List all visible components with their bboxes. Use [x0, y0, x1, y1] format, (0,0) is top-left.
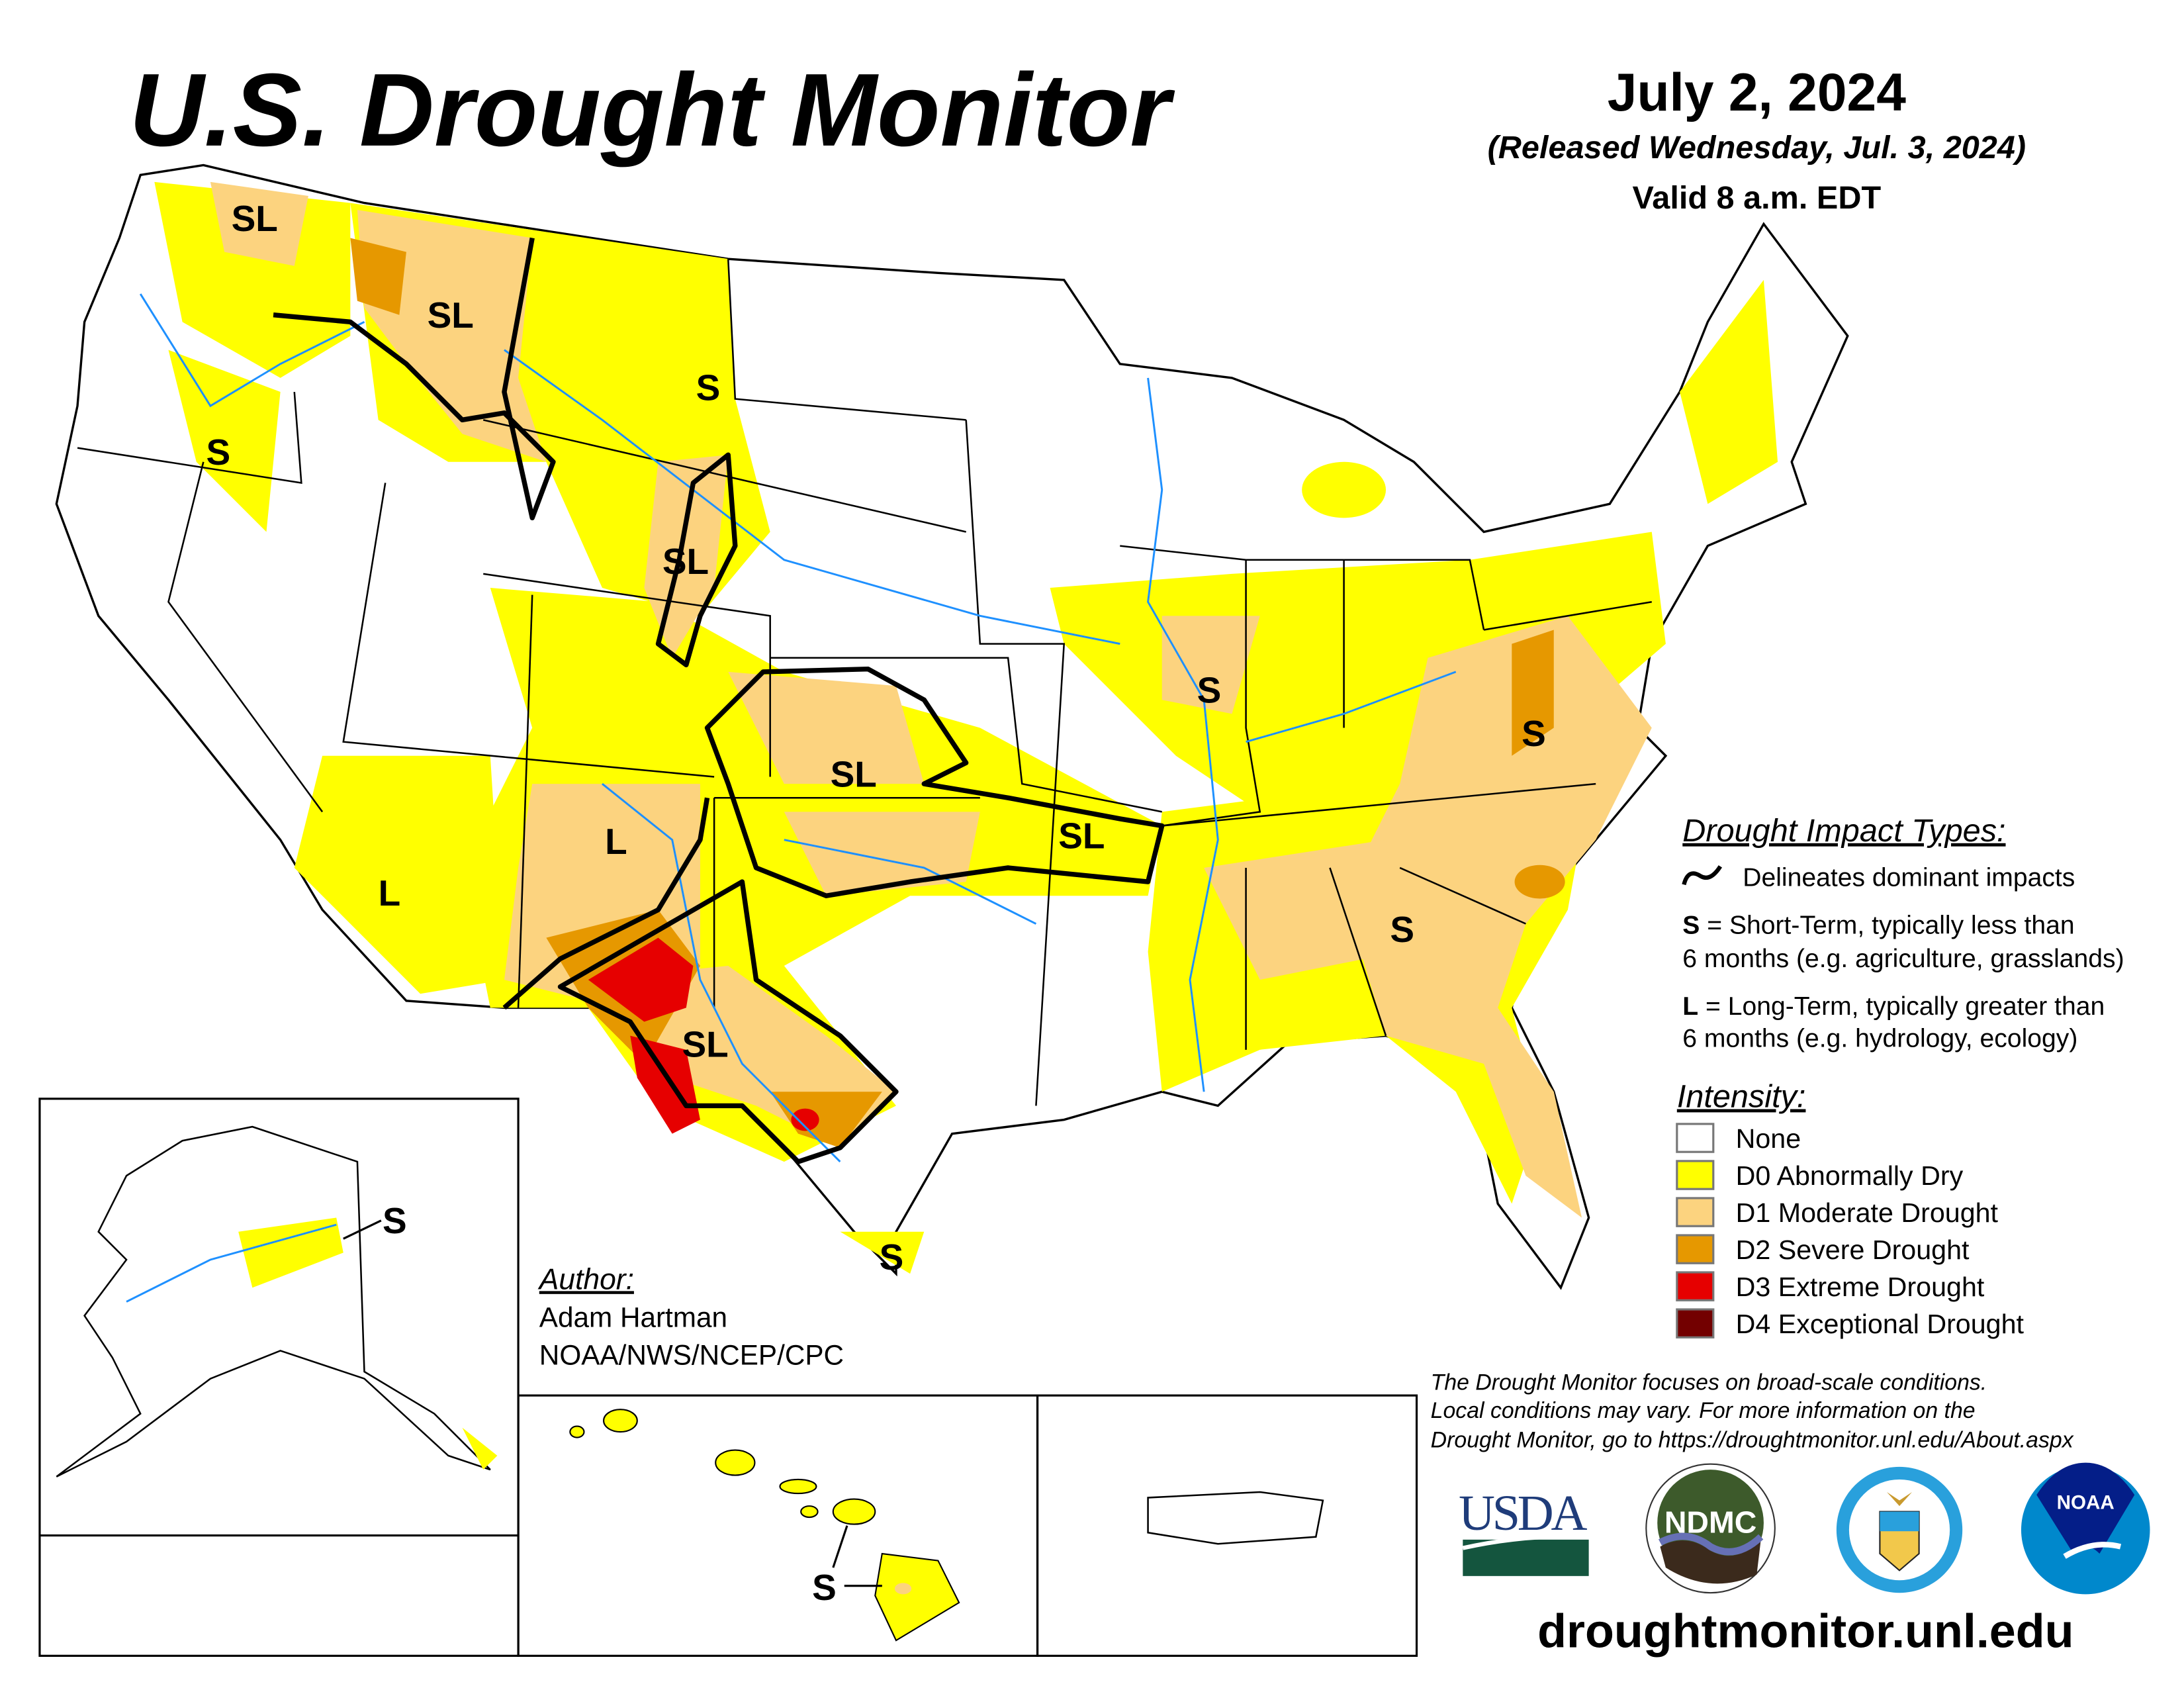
- legend-swatch: [1676, 1234, 1715, 1264]
- impact-boundaries: [273, 237, 1165, 1164]
- impact-label: S: [696, 367, 721, 408]
- noaa-logo: NOAA: [2021, 1462, 2150, 1595]
- impact-label: S: [1522, 713, 1546, 754]
- impact-label: L: [605, 821, 627, 862]
- impact-label: S: [383, 1200, 407, 1241]
- ndmc-lettering: NDMC: [1664, 1505, 1756, 1539]
- website-url[interactable]: droughtmonitor.unl.edu: [1537, 1605, 2073, 1658]
- impact-label: SL: [428, 295, 474, 336]
- commerce-seal: [1836, 1466, 1963, 1593]
- short-term-key: S: [1682, 911, 1700, 939]
- legend-item: D2 Severe Drought: [1676, 1234, 1970, 1265]
- legend-swatch: [1676, 1160, 1715, 1190]
- map-date: July 2, 2024: [1608, 63, 1906, 122]
- impact-label: S: [812, 1567, 837, 1608]
- short-term-line2: 6 months (e.g. agriculture, grasslands): [1682, 945, 2124, 973]
- page-title: U.S. Drought Monitor: [129, 52, 1175, 168]
- conus-map: SL SL S S SL S S SL SL L L SL S S: [55, 164, 1849, 1290]
- impact-label: S: [1197, 669, 1222, 710]
- long-term-line1: L = Long-Term, typically greater than: [1682, 992, 2105, 1021]
- legend-item: D4 Exceptional Drought: [1676, 1308, 2025, 1339]
- legend-swatch: [1676, 1271, 1715, 1301]
- impact-types-heading: Drought Impact Types:: [1682, 813, 2005, 849]
- legend-label: D3 Extreme Drought: [1736, 1272, 1985, 1302]
- short-term-desc: = Short-Term, typically less than: [1700, 911, 2074, 939]
- impact-label: SL: [1058, 815, 1105, 856]
- legend-item: D1 Moderate Drought: [1676, 1197, 1999, 1228]
- impact-label: L: [379, 872, 401, 914]
- d3-areas: [588, 937, 819, 1134]
- intensity-heading: Intensity:: [1677, 1079, 1806, 1115]
- author-org: NOAA/NWS/NCEP/CPC: [539, 1340, 844, 1371]
- note-line: Drought Monitor, go to https://droughtmo…: [1431, 1427, 2074, 1452]
- note-line: The Drought Monitor focuses on broad-sca…: [1431, 1370, 1987, 1395]
- impact-label: SL: [831, 753, 877, 794]
- author-block: Author: Adam Hartman NOAA/NWS/NCEP/CPC: [537, 1263, 844, 1370]
- legend-label: D4 Exceptional Drought: [1736, 1309, 2025, 1339]
- impact-label: S: [880, 1237, 904, 1278]
- long-term-line2: 6 months (e.g. hydrology, ecology): [1682, 1025, 2077, 1053]
- legend-swatch: [1676, 1197, 1715, 1227]
- puerto-rico-inset: [1036, 1394, 1418, 1657]
- legend-item: D3 Extreme Drought: [1676, 1271, 1985, 1302]
- legend-swatch: [1676, 1123, 1715, 1153]
- legend-item: D0 Abnormally Dry: [1676, 1160, 1964, 1191]
- legend-label: D0 Abnormally Dry: [1736, 1160, 1964, 1191]
- valid-time: Valid 8 a.m. EDT: [1633, 180, 1882, 216]
- impact-label: S: [1390, 909, 1414, 950]
- legend-label: None: [1736, 1123, 1801, 1154]
- impact-label: SL: [682, 1023, 728, 1064]
- long-term-key: L: [1682, 992, 1698, 1021]
- legend-label: D2 Severe Drought: [1736, 1235, 1970, 1265]
- legend: Drought Impact Types: Delineates dominan…: [1676, 813, 2124, 1339]
- impact-labels: SL SL S S SL S S SL SL L L SL S S: [206, 198, 1546, 1278]
- usda-logo: USDA: [1459, 1485, 1589, 1576]
- ndmc-logo: NDMC: [1645, 1463, 1776, 1594]
- noaa-lettering: NOAA: [2057, 1491, 2115, 1513]
- alaska-inset: S: [38, 1098, 520, 1657]
- legend-swatch: [1676, 1308, 1715, 1338]
- legend-label: D1 Moderate Drought: [1736, 1197, 1999, 1228]
- long-term-desc: = Long-Term, typically greater than: [1698, 992, 2105, 1021]
- delineates-label: Delineates dominant impacts: [1743, 863, 2075, 892]
- impact-label: SL: [662, 541, 709, 582]
- rivers: [139, 293, 1457, 1163]
- hawaii-inset: S: [517, 1394, 1039, 1657]
- boundary-line-icon: [1682, 865, 1723, 886]
- release-date: (Released Wednesday, Jul. 3, 2024): [1488, 130, 2026, 165]
- usda-lettering: USDA: [1459, 1485, 1588, 1541]
- author-heading: Author:: [537, 1263, 634, 1295]
- note-line: Local conditions may vary. For more info…: [1431, 1398, 1976, 1423]
- disclaimer: The Drought Monitor focuses on broad-sca…: [1431, 1370, 2074, 1453]
- legend-item: None: [1676, 1123, 1801, 1154]
- state-borders: [77, 259, 1652, 1106]
- author-name: Adam Hartman: [539, 1301, 727, 1333]
- impact-label: S: [206, 432, 231, 473]
- impact-label: SL: [232, 198, 278, 239]
- short-term-line1: S = Short-Term, typically less than: [1682, 911, 2074, 939]
